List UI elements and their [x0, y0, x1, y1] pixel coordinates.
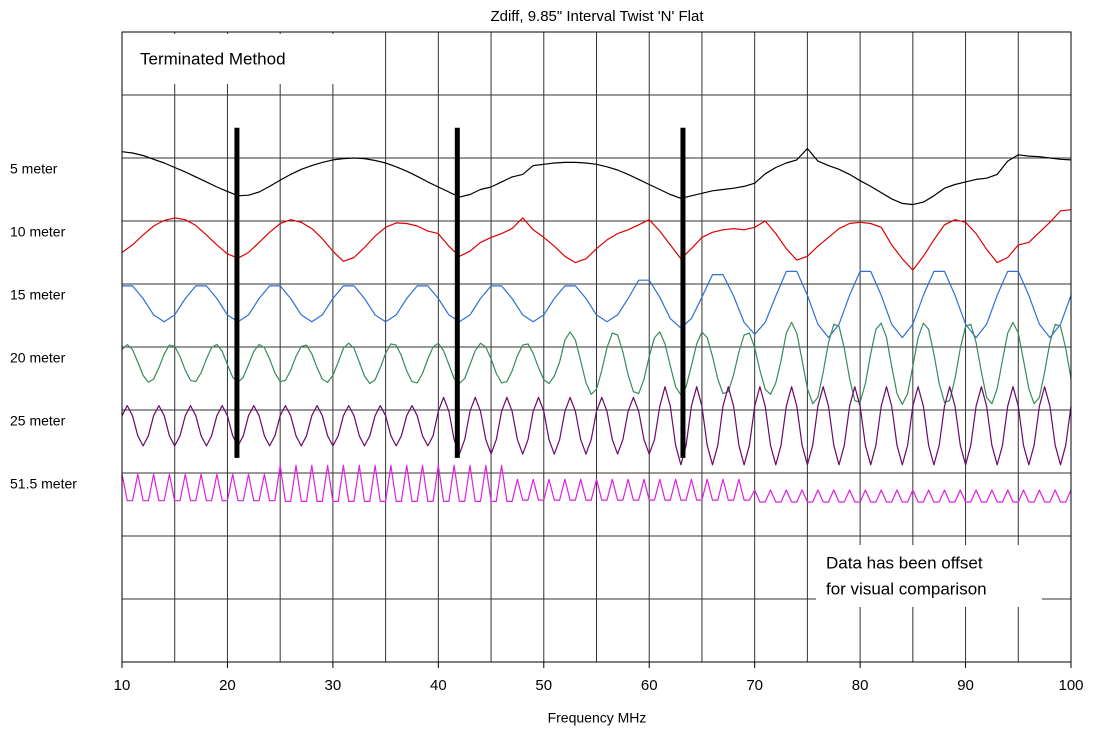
series-label: 20 meter — [10, 350, 66, 366]
series-line — [121, 321, 1072, 405]
annotation: for visual comparison — [826, 579, 987, 598]
x-tick-label: 50 — [535, 677, 552, 694]
series-label: 25 meter — [10, 413, 66, 429]
series-label: 15 meter — [10, 287, 66, 303]
x-axis-label: Frequency MHz — [548, 710, 647, 726]
plot-frame — [121, 31, 1072, 663]
series-line — [121, 147, 1072, 206]
chart-title: Zdiff, 9.85" Interval Twist 'N' Flat — [490, 8, 704, 25]
series-line — [121, 386, 1072, 466]
annotation-box — [816, 545, 1042, 607]
series-line — [121, 464, 1072, 503]
annotation: Terminated Method — [140, 49, 286, 68]
series-label: 10 meter — [10, 224, 66, 240]
series-line — [121, 209, 1072, 271]
x-tick-label: 70 — [746, 677, 763, 694]
x-tick-label: 30 — [325, 677, 342, 694]
x-tick-label: 80 — [852, 677, 869, 694]
x-tick-label: 10 — [114, 677, 131, 694]
x-tick-label: 100 — [1058, 677, 1083, 694]
annotation-box — [124, 34, 352, 84]
series-label: 5 meter — [10, 161, 58, 177]
x-tick-label: 60 — [641, 677, 658, 694]
x-tick-label: 90 — [957, 677, 974, 694]
series-line — [122, 270, 1072, 339]
x-tick-label: 40 — [430, 677, 447, 694]
annotation: Data has been offset — [826, 553, 983, 572]
x-tick-label: 20 — [219, 677, 236, 694]
series-label: 51.5 meter — [10, 476, 77, 492]
